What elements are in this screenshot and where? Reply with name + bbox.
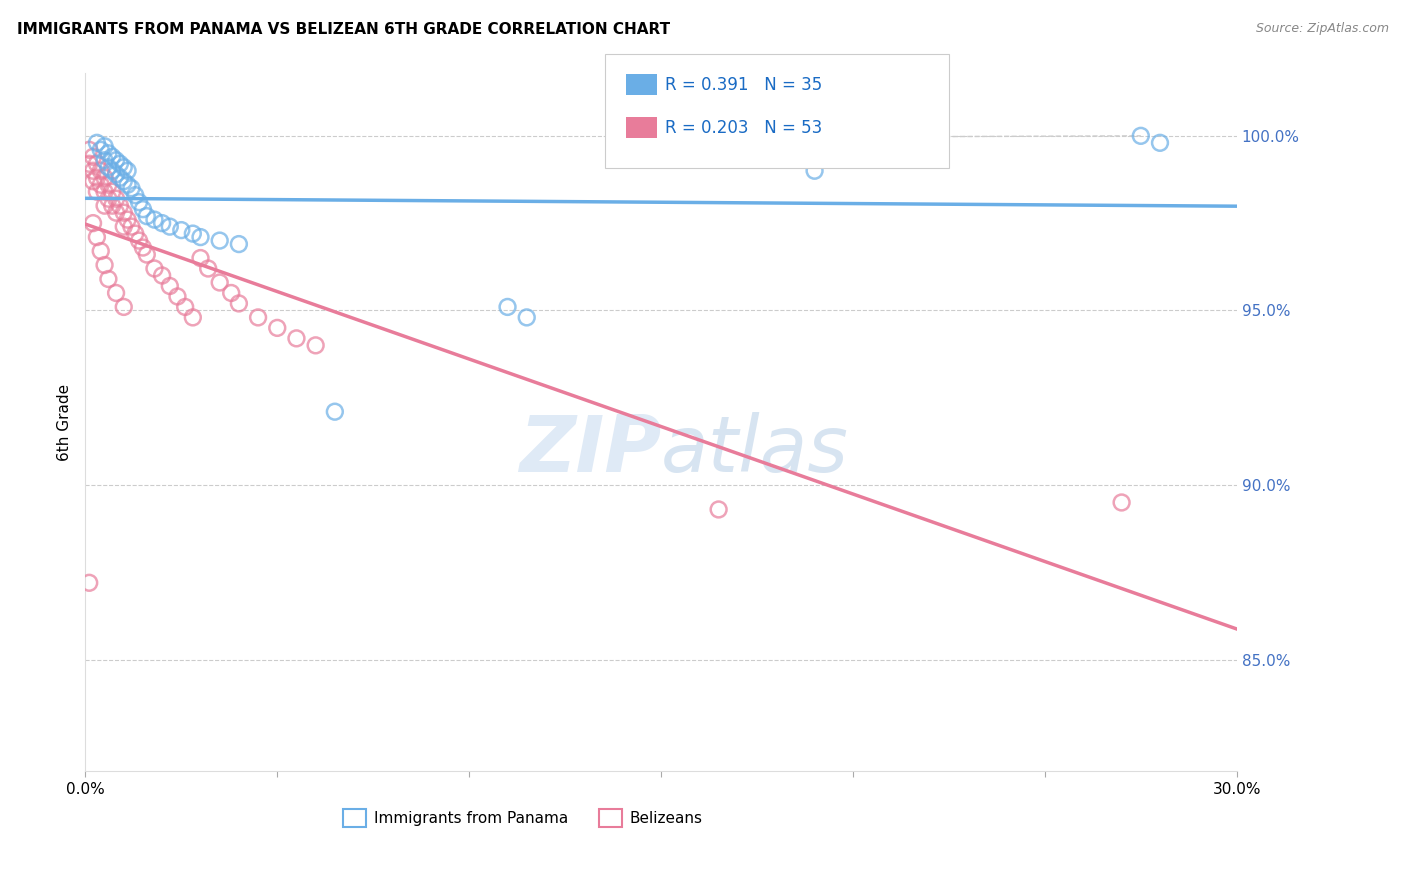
Point [228, 237, 250, 252]
Point [496, 300, 519, 314]
Point [124, 188, 146, 202]
Point [82, 163, 104, 178]
Point [105, 285, 128, 300]
Point [112, 300, 135, 314]
Point [97, 178, 120, 192]
Point [86, 136, 108, 150]
Point [101, 163, 124, 178]
Point [323, 405, 346, 419]
Point [128, 195, 150, 210]
Point [86, 230, 108, 244]
Point [97, 272, 120, 286]
Point [181, 227, 204, 241]
Point [285, 331, 308, 345]
Point [82, 174, 104, 188]
Point [77, 143, 100, 157]
Point [135, 209, 157, 223]
Point [93, 153, 115, 168]
Point [86, 157, 108, 171]
Point [93, 139, 115, 153]
Point [1111, 495, 1133, 509]
Point [305, 338, 328, 352]
Point [105, 192, 128, 206]
Point [82, 216, 104, 230]
Point [112, 174, 135, 188]
Point [174, 300, 197, 314]
Point [90, 244, 112, 258]
Point [101, 199, 124, 213]
Point [82, 150, 104, 164]
Legend: Immigrants from Panama, Belizeans: Immigrants from Panama, Belizeans [337, 803, 709, 833]
Point [208, 234, 231, 248]
Point [93, 170, 115, 185]
Point [166, 289, 188, 303]
Point [105, 153, 128, 168]
Point [93, 258, 115, 272]
Point [170, 223, 193, 237]
Point [247, 310, 270, 325]
Point [105, 205, 128, 219]
Point [707, 502, 730, 516]
Point [208, 276, 231, 290]
Point [105, 167, 128, 181]
Point [135, 247, 157, 261]
Point [132, 241, 155, 255]
Point [108, 157, 131, 171]
Point [90, 163, 112, 178]
Text: R = 0.391   N = 35: R = 0.391 N = 35 [665, 76, 823, 94]
Point [120, 181, 142, 195]
Point [90, 178, 112, 192]
Point [77, 157, 100, 171]
Point [128, 234, 150, 248]
Point [108, 170, 131, 185]
Point [97, 146, 120, 161]
Point [97, 192, 120, 206]
Point [101, 150, 124, 164]
Point [117, 178, 139, 192]
Text: IMMIGRANTS FROM PANAMA VS BELIZEAN 6TH GRADE CORRELATION CHART: IMMIGRANTS FROM PANAMA VS BELIZEAN 6TH G… [17, 22, 671, 37]
Point [266, 321, 288, 335]
Point [77, 575, 100, 590]
Text: R = 0.203   N = 53: R = 0.203 N = 53 [665, 119, 823, 136]
Point [117, 212, 139, 227]
Point [97, 161, 120, 175]
Point [120, 219, 142, 234]
Text: atlas: atlas [661, 412, 849, 488]
Point [159, 279, 181, 293]
Point [150, 216, 173, 230]
Point [101, 185, 124, 199]
Point [1149, 136, 1171, 150]
Point [190, 230, 212, 244]
Point [112, 205, 135, 219]
Text: ZIP: ZIP [519, 412, 661, 488]
Y-axis label: 6th Grade: 6th Grade [58, 384, 72, 461]
Point [108, 199, 131, 213]
Point [159, 219, 181, 234]
Point [190, 251, 212, 265]
Point [228, 296, 250, 310]
Point [93, 199, 115, 213]
Point [219, 285, 242, 300]
Point [93, 185, 115, 199]
Point [112, 219, 135, 234]
Point [143, 212, 166, 227]
Point [181, 310, 204, 325]
Point [90, 143, 112, 157]
Point [516, 310, 538, 325]
Point [1129, 128, 1152, 143]
Point [143, 261, 166, 276]
Point [86, 170, 108, 185]
Point [124, 227, 146, 241]
Point [197, 261, 219, 276]
Point [803, 163, 825, 178]
Point [117, 163, 139, 178]
Text: Source: ZipAtlas.com: Source: ZipAtlas.com [1256, 22, 1389, 36]
Point [86, 185, 108, 199]
Point [112, 161, 135, 175]
Point [150, 268, 173, 283]
Point [132, 202, 155, 216]
